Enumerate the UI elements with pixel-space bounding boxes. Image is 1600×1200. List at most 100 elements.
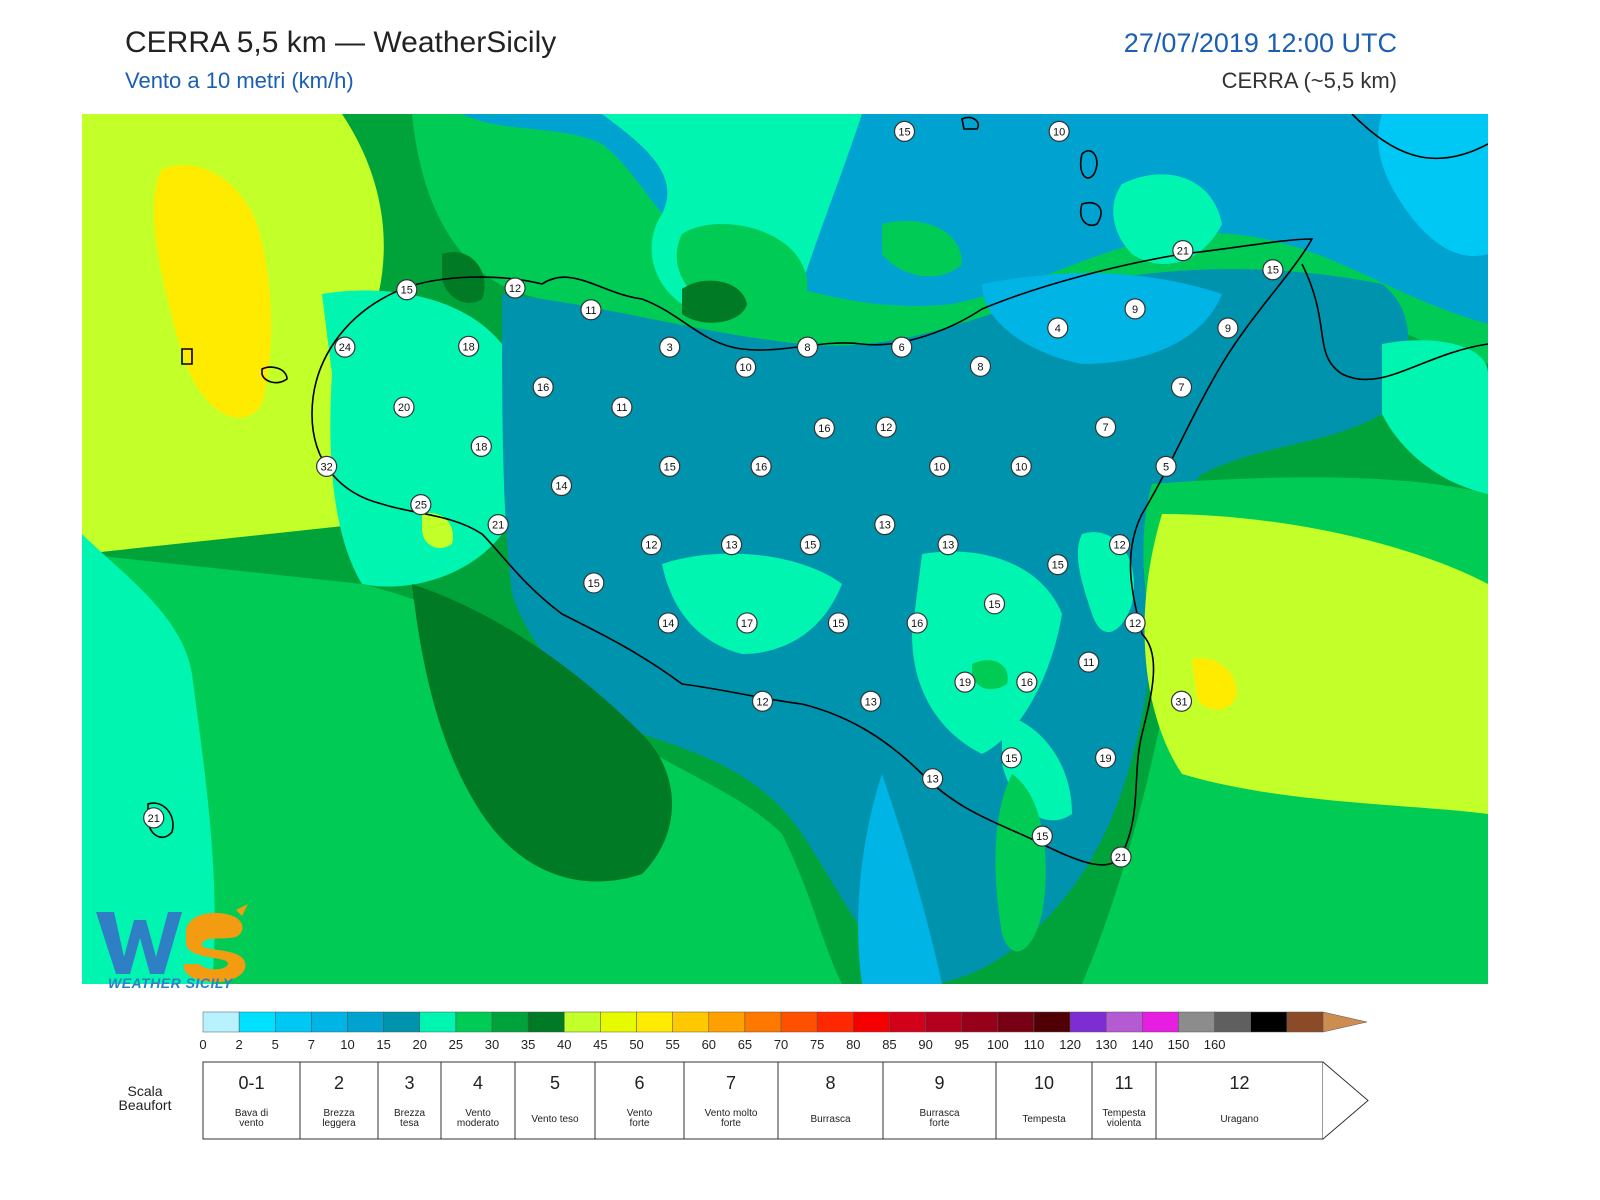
beaufort-number: 7 bbox=[726, 1073, 736, 1093]
station-marker: 14 bbox=[657, 612, 679, 634]
station-marker: 19 bbox=[954, 671, 976, 693]
colorbar-tick: 150 bbox=[1168, 1037, 1190, 1052]
colorbar-tick: 120 bbox=[1059, 1037, 1081, 1052]
beaufort-number: 6 bbox=[634, 1073, 644, 1093]
colorbar-swatch bbox=[347, 1011, 384, 1033]
station-marker: 12 bbox=[1124, 612, 1146, 634]
weathersicily-logo bbox=[96, 902, 256, 992]
colorbar-tick: 30 bbox=[485, 1037, 499, 1052]
colorbar-tick: 140 bbox=[1132, 1037, 1154, 1052]
station-value: 5 bbox=[1163, 461, 1169, 473]
beaufort-cell: 5 Vento teso bbox=[514, 1061, 596, 1140]
station-value: 12 bbox=[645, 540, 657, 552]
station-marker: 11 bbox=[611, 396, 633, 418]
station-value: 4 bbox=[1055, 323, 1061, 335]
beaufort-description: Tempesta bbox=[1022, 1114, 1066, 1125]
colorbar-swatch bbox=[1142, 1011, 1179, 1033]
station-marker: 6 bbox=[891, 336, 913, 358]
colorbar-tick: 90 bbox=[918, 1037, 932, 1052]
station-marker: 15 bbox=[583, 572, 605, 594]
station-marker: 18 bbox=[470, 435, 492, 457]
beaufort-description: Vento bbox=[465, 1108, 491, 1119]
station-marker: 12 bbox=[875, 416, 897, 438]
colorbar-tick: 65 bbox=[738, 1037, 752, 1052]
station-marker: 15 bbox=[799, 534, 821, 556]
beaufort-label: Beaufort bbox=[119, 1097, 172, 1113]
station-value: 15 bbox=[804, 540, 816, 552]
colorbar-swatch bbox=[636, 1011, 673, 1033]
colorbar-tick: 55 bbox=[665, 1037, 679, 1052]
station-marker: 7 bbox=[1094, 416, 1117, 438]
station-marker: 21 bbox=[143, 807, 165, 829]
beaufort-description: vento bbox=[239, 1118, 264, 1129]
station-value: 10 bbox=[1015, 461, 1027, 473]
chart-title: CERRA 5,5 km — WeatherSicily bbox=[125, 26, 557, 59]
colorbar-swatch bbox=[997, 1011, 1035, 1033]
colorbar-tick: 35 bbox=[521, 1037, 535, 1052]
station-value: 10 bbox=[934, 461, 946, 473]
station-value: 11 bbox=[585, 305, 596, 317]
colorbar-swatch bbox=[816, 1011, 854, 1033]
colorbar-swatch bbox=[708, 1011, 746, 1033]
colorbar-swatch bbox=[961, 1011, 999, 1033]
station-value: 8 bbox=[977, 361, 983, 373]
station-marker: 7 bbox=[1170, 376, 1193, 398]
colorbar-swatch bbox=[853, 1011, 890, 1033]
station-value: 15 bbox=[1005, 753, 1017, 765]
colorbar-swatch bbox=[311, 1011, 348, 1033]
colorbar-tick: 45 bbox=[593, 1037, 607, 1052]
station-marker: 15 bbox=[1047, 554, 1069, 576]
station-marker: 21 bbox=[487, 514, 509, 536]
beaufort-arrow bbox=[1322, 1061, 1369, 1140]
station-marker: 11 bbox=[580, 299, 602, 321]
colorbar-tick: 75 bbox=[810, 1037, 824, 1052]
colorbar-tick: 20 bbox=[413, 1037, 427, 1052]
station-value: 13 bbox=[725, 540, 737, 552]
station-marker: 12 bbox=[1109, 534, 1131, 556]
station-marker: 15 bbox=[1000, 747, 1022, 769]
chart-subtitle: Vento a 10 metri (km/h) bbox=[125, 68, 354, 93]
station-marker: 8 bbox=[796, 336, 819, 358]
colorbar-swatch bbox=[275, 1011, 312, 1033]
station-value: 7 bbox=[1178, 382, 1184, 394]
station-marker: 19 bbox=[1094, 747, 1117, 769]
colorbar-tick: 5 bbox=[272, 1037, 279, 1052]
beaufort-description: leggera bbox=[322, 1118, 356, 1129]
station-marker: 10 bbox=[1010, 455, 1032, 477]
station-marker: 9 bbox=[1124, 298, 1146, 320]
station-value: 16 bbox=[537, 382, 549, 394]
station-value: 13 bbox=[879, 520, 891, 532]
station-value: 15 bbox=[988, 599, 1000, 611]
beaufort-number: 8 bbox=[825, 1073, 835, 1093]
station-marker: 16 bbox=[750, 455, 772, 477]
station-value: 25 bbox=[415, 500, 427, 512]
station-value: 16 bbox=[911, 618, 923, 630]
station-value: 12 bbox=[1114, 540, 1126, 552]
station-marker: 31 bbox=[1170, 690, 1193, 712]
beaufort-description: forte bbox=[721, 1118, 741, 1129]
station-value: 15 bbox=[664, 461, 676, 473]
station-value: 21 bbox=[492, 520, 504, 532]
station-marker: 15 bbox=[983, 593, 1006, 615]
station-marker: 15 bbox=[1262, 259, 1284, 281]
station-value: 18 bbox=[463, 341, 475, 353]
station-marker: 25 bbox=[410, 494, 432, 516]
station-value: 12 bbox=[880, 422, 892, 434]
station-value: 14 bbox=[555, 480, 567, 492]
station-marker: 13 bbox=[860, 690, 882, 712]
station-value: 13 bbox=[865, 696, 877, 708]
station-marker: 24 bbox=[334, 336, 356, 358]
colorbar-tick: 7 bbox=[308, 1037, 315, 1052]
station-marker: 12 bbox=[640, 534, 663, 556]
station-value: 15 bbox=[832, 618, 844, 630]
station-marker: 20 bbox=[393, 396, 415, 418]
station-marker: 16 bbox=[813, 417, 835, 439]
beaufort-number: 5 bbox=[550, 1073, 560, 1093]
colorbar-swatch bbox=[238, 1011, 276, 1033]
station-marker: 8 bbox=[969, 355, 992, 377]
wind-map: 15 10 21 15 15 12 11 9 4 9 24 18 3 8 6 10 8 16 7 20 11 16 12 7 1… bbox=[82, 114, 1488, 984]
station-marker: 17 bbox=[736, 612, 758, 634]
